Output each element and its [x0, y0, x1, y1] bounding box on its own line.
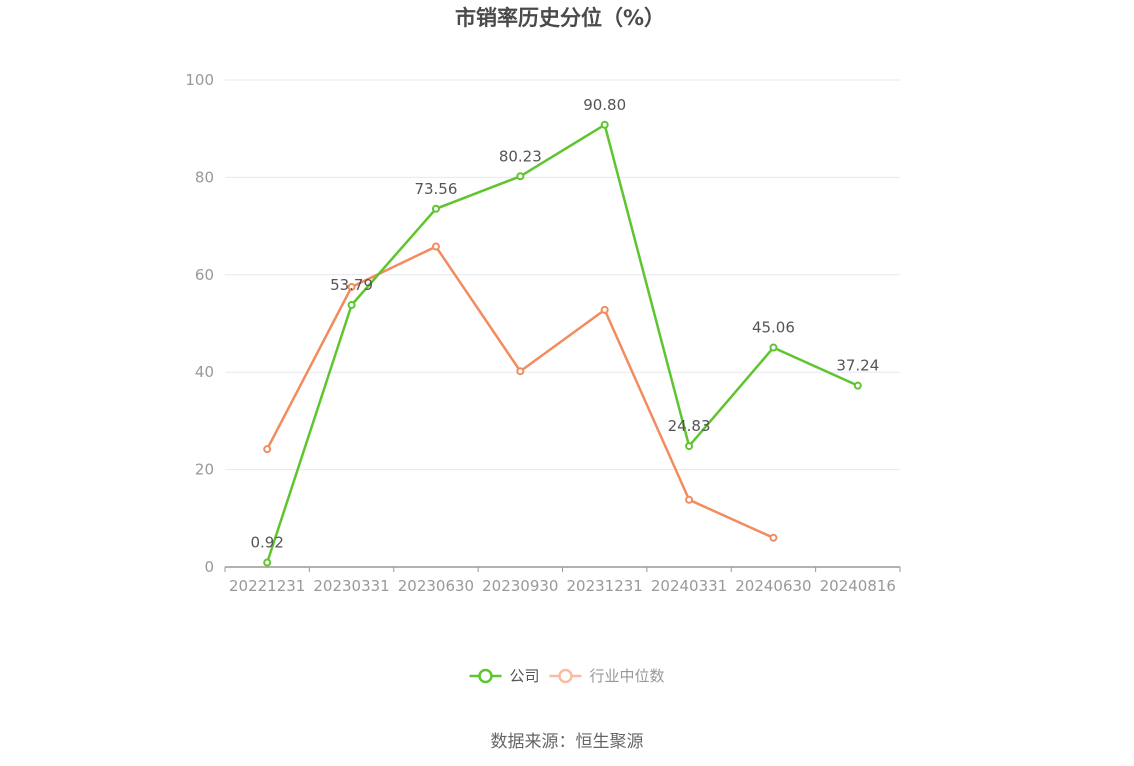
legend-label: 公司: [510, 667, 540, 685]
data-point: [347, 282, 356, 291]
data-point: [263, 445, 272, 454]
y-tick-label: 100: [185, 71, 214, 89]
data-point: [685, 495, 694, 504]
data-label: 53.79: [330, 276, 373, 294]
legend-marker-icon: [478, 668, 493, 684]
grid: [225, 79, 900, 471]
legend[interactable]: 公司 行业中位数: [469, 667, 665, 685]
y-tick-label: 0: [204, 558, 214, 576]
x-tick-label: 20240331: [651, 577, 727, 595]
axes: 0 20 40 60 80 100 20221231 20230331 20230630 2023…: [185, 71, 901, 595]
data-point: [263, 558, 272, 567]
y-tick-label: 20: [195, 461, 214, 479]
data-point: [516, 367, 525, 376]
data-label: 73.56: [414, 180, 457, 198]
x-tick-label: 20230331: [313, 577, 389, 595]
y-tick-label: 80: [195, 168, 214, 186]
legend-item-1[interactable]: 行业中位数: [549, 667, 665, 685]
data-point: [600, 120, 609, 129]
y-tick-label: 60: [195, 266, 214, 284]
data-point: [431, 204, 440, 213]
data-label: 24.83: [668, 417, 711, 435]
data-point: [769, 343, 778, 352]
data-label: 90.80: [583, 96, 626, 114]
legend-marker-icon: [558, 668, 573, 684]
data-point: [685, 442, 694, 451]
data-point: [769, 533, 778, 542]
data-point: [347, 301, 356, 310]
data-point: [516, 172, 525, 181]
data-label: 37.24: [836, 357, 879, 375]
x-tick-label: 20240816: [820, 577, 896, 595]
chart-title: 市销率历史分位（%）: [455, 6, 665, 30]
y-tick-label: 40: [195, 363, 214, 381]
data-label: 0.92: [250, 534, 283, 552]
x-tick-label: 20230930: [482, 577, 558, 595]
source-note: 数据来源：恒生聚源: [491, 732, 644, 752]
x-tick-label: 20240630: [735, 577, 811, 595]
data-point: [600, 305, 609, 314]
data-labels: 0.92 53.79 73.56 80.23 90.80 24.83 45.06 37.24: [250, 96, 879, 552]
data-label: 80.23: [499, 147, 542, 165]
legend-item-0[interactable]: 公司: [469, 667, 540, 685]
legend-label: 行业中位数: [590, 667, 665, 685]
data-label: 45.06: [752, 319, 795, 337]
x-tick-label: 20221231: [229, 577, 305, 595]
data-point: [853, 381, 862, 390]
series-group: [263, 120, 862, 567]
x-tick-label: 20231231: [567, 577, 643, 595]
x-tick-label: 20230630: [398, 577, 474, 595]
data-point: [431, 242, 440, 251]
series-line-0: [266, 123, 859, 563]
